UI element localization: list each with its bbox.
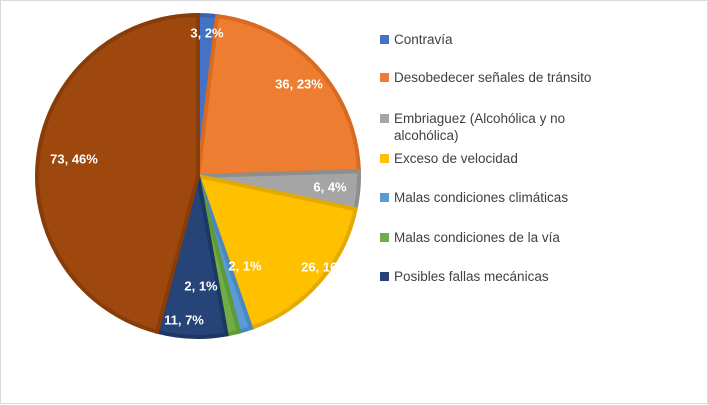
legend-label: Desobedecer señales de tránsito (394, 70, 592, 85)
legend-item-contravia: Contravía (380, 31, 644, 48)
legend-item-clima: Malas condiciones climáticas (380, 189, 644, 206)
data-label: 3, 2% (190, 25, 224, 40)
legend-item-embriaguez: Embriaguez (Alcohólica y no alcohólica) (380, 110, 609, 144)
legend-label: Contravía (394, 32, 453, 47)
legend-label: Exceso de velocidad (394, 151, 518, 166)
legend-swatch (380, 114, 389, 123)
legend-swatch (380, 154, 389, 163)
data-label: 6, 4% (313, 179, 347, 194)
legend-item-fallas-mecanicas: Posibles fallas mecánicas (380, 268, 644, 285)
data-label: 2, 1% (184, 278, 218, 293)
legend-swatch (380, 193, 389, 202)
legend-label: Embriaguez (Alcohólica y no alcohólica) (394, 111, 566, 143)
data-label: 2, 1% (228, 258, 262, 273)
pie-slice (195, 13, 361, 179)
legend-label: Malas condiciones climáticas (394, 190, 569, 205)
data-label: 11, 7% (164, 312, 204, 327)
legend-item-desobedecer: Desobedecer señales de tránsito (380, 69, 644, 86)
legend-item-exceso-velocidad: Exceso de velocidad (380, 150, 644, 167)
pie-slice (194, 173, 358, 331)
legend-swatch (380, 233, 389, 242)
legend-label: Posibles fallas mecánicas (394, 269, 549, 284)
legend-swatch (380, 35, 389, 44)
data-label: 73, 46% (50, 151, 98, 166)
legend-swatch (380, 73, 389, 82)
data-label: 36, 23% (275, 76, 323, 91)
legend-label: Malas condiciones de la vía (394, 230, 560, 245)
data-label: 26, 16% (301, 259, 349, 274)
pie-slice (34, 12, 200, 335)
legend-swatch (380, 272, 389, 281)
legend-item-via: Malas condiciones de la vía (380, 229, 644, 246)
